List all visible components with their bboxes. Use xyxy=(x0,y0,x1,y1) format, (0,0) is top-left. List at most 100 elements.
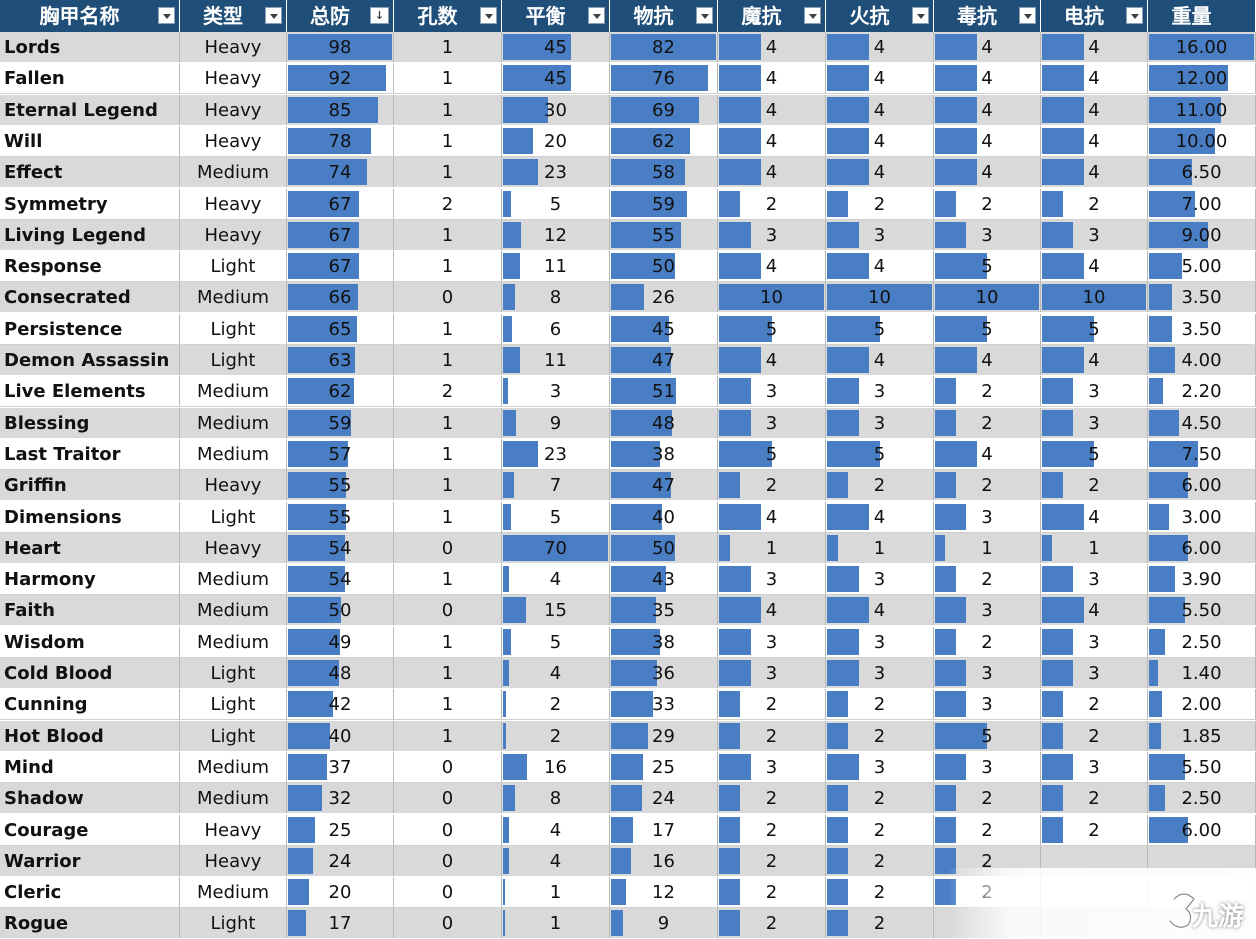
cell-poison[interactable]: 4 xyxy=(934,32,1041,62)
cell-physical[interactable]: 59 xyxy=(610,188,718,219)
cell-magic[interactable]: 4 xyxy=(718,595,826,626)
cell-fire[interactable]: 4 xyxy=(826,595,934,626)
cell-physical[interactable]: 9 xyxy=(610,908,718,939)
cell-fire[interactable]: 4 xyxy=(826,32,934,62)
cell-slots[interactable]: 0 xyxy=(394,751,502,782)
cell-balance[interactable]: 45 xyxy=(502,63,610,94)
cell-total-defense[interactable]: 49 xyxy=(287,626,394,657)
cell-magic[interactable]: 2 xyxy=(718,188,826,219)
cell-total-defense[interactable]: 37 xyxy=(287,751,394,782)
cell-electric[interactable]: 4 xyxy=(1041,94,1148,125)
cell-balance[interactable]: 70 xyxy=(502,532,610,563)
cell-slots[interactable]: 0 xyxy=(394,814,502,845)
cell-fire[interactable]: 3 xyxy=(826,751,934,782)
cell-type[interactable]: Medium xyxy=(180,877,287,908)
cell-poison[interactable]: 4 xyxy=(934,125,1041,156)
cell-physical[interactable]: 47 xyxy=(610,470,718,501)
cell-name[interactable]: Blessing xyxy=(0,407,180,438)
cell-weight[interactable]: 12.00 xyxy=(1148,63,1256,94)
cell-physical[interactable]: 51 xyxy=(610,376,718,407)
table-row[interactable]: Cleric Medium 20 0 1 12 2 2 2 xyxy=(0,877,1256,909)
cell-type[interactable]: Light xyxy=(180,658,287,688)
cell-slots[interactable]: 1 xyxy=(394,689,502,720)
cell-name[interactable]: Rogue xyxy=(0,908,180,939)
cell-physical[interactable]: 69 xyxy=(610,94,718,125)
cell-physical[interactable]: 33 xyxy=(610,689,718,720)
cell-poison[interactable]: 4 xyxy=(934,345,1041,375)
cell-electric[interactable]: 3 xyxy=(1041,658,1148,688)
cell-slots[interactable]: 1 xyxy=(394,720,502,751)
cell-type[interactable]: Medium xyxy=(180,376,287,407)
cell-poison[interactable] xyxy=(934,908,1041,939)
cell-type[interactable]: Heavy xyxy=(180,63,287,94)
cell-magic[interactable]: 2 xyxy=(718,908,826,939)
cell-weight[interactable]: 6.00 xyxy=(1148,470,1256,501)
column-header-physical[interactable]: 物抗 xyxy=(610,0,718,32)
cell-fire[interactable]: 3 xyxy=(826,219,934,250)
cell-name[interactable]: Symmetry xyxy=(0,188,180,219)
cell-fire[interactable]: 3 xyxy=(826,564,934,595)
filter-dropdown-icon[interactable] xyxy=(1019,7,1036,24)
cell-weight[interactable]: 2.50 xyxy=(1148,626,1256,657)
table-row[interactable]: Symmetry Heavy 67 2 5 59 2 2 2 2 7.00 xyxy=(0,188,1256,220)
cell-balance[interactable]: 20 xyxy=(502,125,610,156)
cell-balance[interactable]: 4 xyxy=(502,814,610,845)
cell-physical[interactable]: 48 xyxy=(610,407,718,438)
cell-magic[interactable]: 2 xyxy=(718,877,826,908)
cell-electric[interactable]: 2 xyxy=(1041,689,1148,720)
cell-total-defense[interactable]: 32 xyxy=(287,783,394,814)
cell-type[interactable]: Heavy xyxy=(180,470,287,501)
cell-fire[interactable]: 2 xyxy=(826,188,934,219)
cell-name[interactable]: Demon Assassin xyxy=(0,345,180,375)
cell-total-defense[interactable]: 59 xyxy=(287,407,394,438)
cell-poison[interactable]: 2 xyxy=(934,470,1041,501)
table-row[interactable]: Harmony Medium 54 1 4 43 3 3 2 3 3.90 xyxy=(0,564,1256,596)
cell-type[interactable]: Medium xyxy=(180,751,287,782)
cell-fire[interactable]: 10 xyxy=(826,282,934,313)
cell-total-defense[interactable]: 78 xyxy=(287,125,394,156)
cell-weight[interactable]: 3.50 xyxy=(1148,282,1256,313)
cell-total-defense[interactable]: 40 xyxy=(287,720,394,751)
cell-poison[interactable]: 3 xyxy=(934,501,1041,532)
filter-dropdown-icon[interactable] xyxy=(804,7,821,24)
cell-type[interactable]: Light xyxy=(180,501,287,532)
cell-name[interactable]: Cunning xyxy=(0,689,180,720)
cell-weight[interactable]: 4.50 xyxy=(1148,407,1256,438)
cell-weight[interactable]: 6.00 xyxy=(1148,532,1256,563)
cell-slots[interactable]: 1 xyxy=(394,94,502,125)
cell-poison[interactable]: 3 xyxy=(934,689,1041,720)
cell-magic[interactable]: 5 xyxy=(718,313,826,344)
cell-type[interactable]: Heavy xyxy=(180,219,287,250)
cell-magic[interactable]: 3 xyxy=(718,407,826,438)
cell-slots[interactable]: 1 xyxy=(394,407,502,438)
cell-poison[interactable]: 10 xyxy=(934,282,1041,313)
table-row[interactable]: Living Legend Heavy 67 1 12 55 3 3 3 3 9.00 xyxy=(0,219,1256,251)
column-header-fire[interactable]: 火抗 xyxy=(826,0,934,32)
cell-magic[interactable]: 4 xyxy=(718,157,826,188)
cell-slots[interactable]: 2 xyxy=(394,188,502,219)
cell-poison[interactable]: 2 xyxy=(934,407,1041,438)
cell-balance[interactable]: 5 xyxy=(502,188,610,219)
cell-poison[interactable]: 3 xyxy=(934,751,1041,782)
cell-name[interactable]: Griffin xyxy=(0,470,180,501)
cell-total-defense[interactable]: 65 xyxy=(287,313,394,344)
cell-name[interactable]: Response xyxy=(0,251,180,282)
cell-magic[interactable]: 2 xyxy=(718,783,826,814)
table-row[interactable]: Wisdom Medium 49 1 5 38 3 3 2 3 2.50 xyxy=(0,626,1256,658)
cell-balance[interactable]: 11 xyxy=(502,251,610,282)
cell-physical[interactable]: 50 xyxy=(610,251,718,282)
cell-weight[interactable]: 3.90 xyxy=(1148,564,1256,595)
cell-balance[interactable]: 12 xyxy=(502,219,610,250)
table-row[interactable]: Consecrated Medium 66 0 8 26 10 10 10 10 3.50 xyxy=(0,282,1256,314)
cell-fire[interactable]: 4 xyxy=(826,94,934,125)
cell-name[interactable]: Hot Blood xyxy=(0,720,180,751)
cell-total-defense[interactable]: 25 xyxy=(287,814,394,845)
cell-physical[interactable]: 38 xyxy=(610,626,718,657)
cell-balance[interactable]: 1 xyxy=(502,877,610,908)
cell-slots[interactable]: 1 xyxy=(394,157,502,188)
cell-name[interactable]: Warrior xyxy=(0,845,180,876)
cell-balance[interactable]: 11 xyxy=(502,345,610,375)
cell-poison[interactable]: 3 xyxy=(934,658,1041,688)
cell-poison[interactable]: 3 xyxy=(934,595,1041,626)
cell-physical[interactable]: 35 xyxy=(610,595,718,626)
